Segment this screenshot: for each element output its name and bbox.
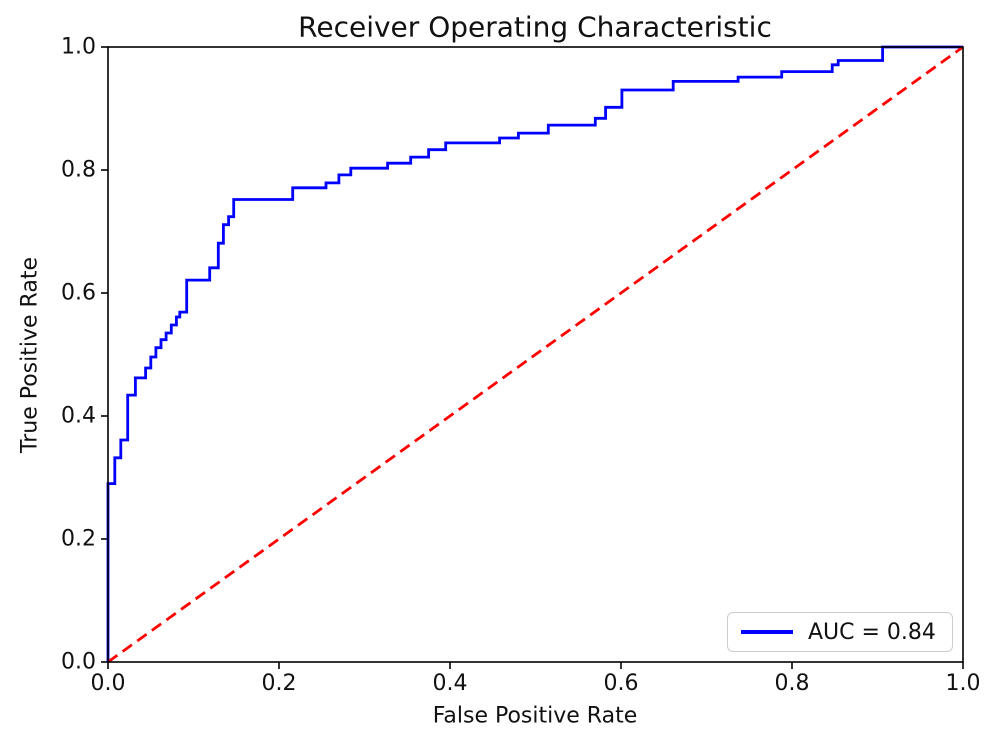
roc-curve-line bbox=[106, 45, 963, 662]
x-tick-label: 1.0 bbox=[945, 671, 981, 696]
y-tick-label: 0.6 bbox=[61, 280, 96, 306]
y-tick-label: 0.8 bbox=[61, 157, 96, 183]
legend: AUC = 0.84 bbox=[727, 612, 953, 652]
x-tick-label: 0.0 bbox=[90, 671, 126, 696]
legend-line-sample bbox=[741, 630, 793, 634]
y-tick-label: 0.0 bbox=[61, 649, 96, 675]
y-tick-label: 0.2 bbox=[61, 526, 96, 552]
x-tick-label: 0.6 bbox=[603, 671, 639, 696]
axes-frame bbox=[107, 46, 964, 663]
chance-line-line bbox=[107, 45, 964, 664]
x-axis-label: False Positive Rate bbox=[432, 703, 638, 729]
legend-label: AUC = 0.84 bbox=[808, 619, 936, 645]
y-tick-label: 1.0 bbox=[61, 34, 96, 60]
y-tick-label: 0.4 bbox=[61, 403, 96, 429]
chart-title: Receiver Operating Characteristic bbox=[298, 10, 772, 44]
x-tick-label: 0.2 bbox=[261, 671, 297, 696]
x-tick-label: 0.4 bbox=[432, 671, 468, 696]
x-tick-label: 0.8 bbox=[774, 671, 810, 696]
